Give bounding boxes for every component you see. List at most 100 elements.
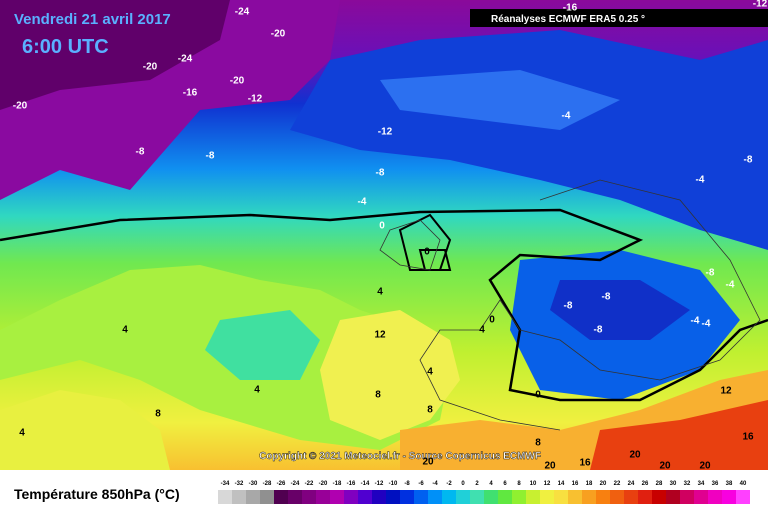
- colorbar-label: -12: [375, 481, 384, 487]
- colorbar-swatch: [736, 490, 750, 504]
- contour-label: -8: [564, 301, 573, 312]
- contour-label: -12: [753, 0, 768, 10]
- colorbar-swatch: [358, 490, 372, 504]
- colorbar-label: -30: [249, 481, 258, 487]
- colorbar-swatch: [610, 490, 624, 504]
- colorbar-swatch: [596, 490, 610, 504]
- contour-label: -20: [230, 76, 245, 87]
- copyright: Copyright © 2021 Meteociel.fr - Source C…: [259, 451, 541, 462]
- contour-label: -12: [248, 94, 263, 105]
- colorbar-label: 6: [503, 481, 507, 487]
- contour-label: 0: [489, 315, 495, 326]
- cool-zone: [380, 70, 620, 130]
- colorbar-label: 30: [670, 481, 677, 487]
- colorbar-swatch: [330, 490, 344, 504]
- contour-label: 20: [544, 461, 556, 472]
- contour-label: 4: [19, 428, 25, 439]
- colorbar-swatch: [456, 490, 470, 504]
- contour-label: 4: [377, 287, 383, 298]
- contour-label: -24: [178, 54, 193, 65]
- contour-label: 4: [427, 367, 433, 378]
- colorbar-swatch: [302, 490, 316, 504]
- contour-label: 4: [122, 325, 128, 336]
- contour-label: -4: [726, 280, 735, 291]
- colorbar-label: 22: [614, 481, 621, 487]
- colorbar-label: -34: [221, 481, 230, 487]
- colorbar-label: 8: [517, 481, 521, 487]
- colorbar-swatch: [414, 490, 428, 504]
- contour-label: -12: [378, 127, 393, 138]
- colorbar-swatch: [470, 490, 484, 504]
- contour-labels: -24-20-20-24-20-16-12-20-12-8 -8-8-40-16-…: [13, 0, 768, 472]
- contour-label: 8: [375, 390, 381, 401]
- colorbar-swatch: [512, 490, 526, 504]
- colorbar-label: 14: [558, 481, 565, 487]
- colorbar-label: 34: [698, 481, 705, 487]
- contour-label: -8: [594, 325, 603, 336]
- contour-label: -8: [706, 268, 715, 279]
- colorbar-swatch: [386, 490, 400, 504]
- warm-zone: [0, 390, 170, 470]
- colorbar-swatch: [484, 490, 498, 504]
- contour-label: -4: [562, 111, 571, 122]
- colorbar-label: -8: [404, 481, 410, 487]
- contour-label: 16: [579, 458, 591, 469]
- contour-label: -8: [376, 168, 385, 179]
- colorbar-label: 40: [740, 481, 747, 487]
- colorbar-label: 26: [642, 481, 649, 487]
- contour-label: 12: [720, 386, 732, 397]
- colorbar-label: 32: [684, 481, 691, 487]
- contour-label: 20: [659, 461, 671, 472]
- cold-pool: [550, 280, 690, 340]
- contour-label: -4: [702, 319, 711, 330]
- colorbar-label: 16: [572, 481, 579, 487]
- colorbar-label: -26: [277, 481, 286, 487]
- contour-label: 4: [254, 385, 260, 396]
- colorbar-swatch: [442, 490, 456, 504]
- cold-zone: [0, 0, 230, 110]
- colorbar-swatch: [694, 490, 708, 504]
- colorbar-label: -32: [235, 481, 244, 487]
- colorbar-label: 36: [712, 481, 719, 487]
- colorbar-swatch: [428, 490, 442, 504]
- zero-isotherm: [0, 208, 768, 402]
- colorbar-swatch: [708, 490, 722, 504]
- colorbar-swatch: [554, 490, 568, 504]
- legend-title: Température 850hPa (°C): [14, 486, 180, 502]
- colorbar-swatch: [666, 490, 680, 504]
- contour-label: -20: [143, 62, 158, 73]
- colorbar-swatch: [316, 490, 330, 504]
- colorbar-swatch: [260, 490, 274, 504]
- contour-label: -24: [235, 7, 250, 18]
- contour-label: 0: [379, 221, 385, 232]
- date-label: Vendredi 21 avril 2017: [14, 11, 171, 28]
- contour-label: 4: [479, 325, 485, 336]
- colorbar-label: 4: [489, 481, 493, 487]
- contour-label: 8: [535, 438, 541, 449]
- contour-label: -4: [358, 197, 367, 208]
- contour-label: 20: [422, 457, 434, 468]
- colorbar-label: -24: [291, 481, 300, 487]
- contour-label: 20: [699, 461, 711, 472]
- contour-label: -8: [136, 147, 145, 158]
- contour-label: -16: [183, 88, 198, 99]
- colorbar-label: 24: [628, 481, 635, 487]
- contour-label: 8: [427, 405, 433, 416]
- colorbar-swatch: [274, 490, 288, 504]
- colorbar-swatch: [582, 490, 596, 504]
- colorbar-label: 38: [726, 481, 733, 487]
- colorbar-swatch: [232, 490, 246, 504]
- colorbar-label: 0: [461, 481, 465, 487]
- colorbar-label: -14: [361, 481, 370, 487]
- contour-label: 12: [374, 330, 386, 341]
- contour-label: 20: [629, 450, 641, 461]
- colorbar-swatch: [652, 490, 666, 504]
- colorbar-swatch: [218, 490, 232, 504]
- colorbar-swatch: [372, 490, 386, 504]
- contour-label: -16: [563, 3, 578, 14]
- colorbar-label: -10: [389, 481, 398, 487]
- colorbar-label: -18: [333, 481, 342, 487]
- contour-label: -8: [206, 151, 215, 162]
- colorbar-swatch: [344, 490, 358, 504]
